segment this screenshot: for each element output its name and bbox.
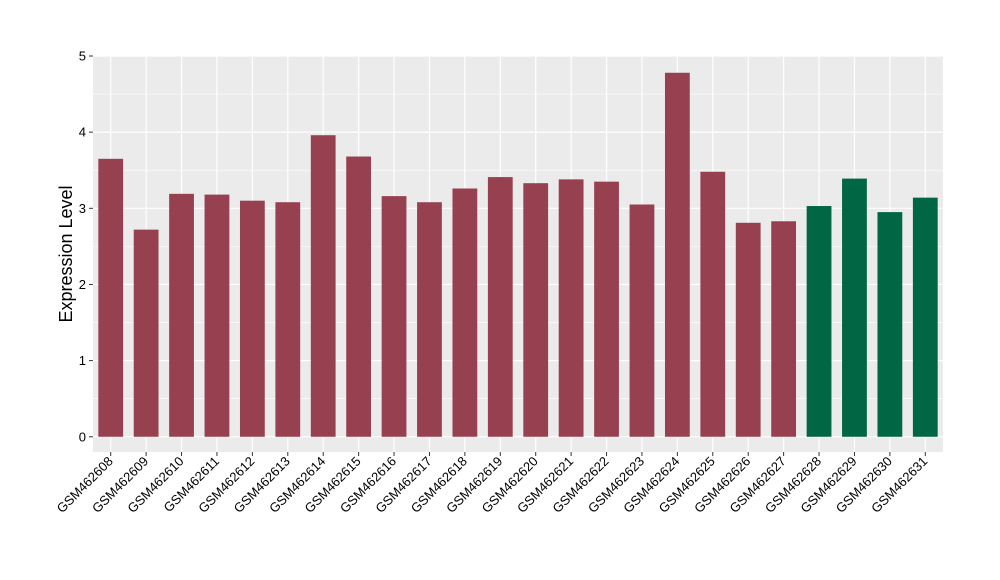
bars: [98, 72, 938, 437]
bar: [771, 221, 797, 437]
y-tick-label: 1: [79, 353, 86, 368]
bar: [842, 178, 867, 437]
bar: [523, 183, 549, 437]
bar: [169, 193, 194, 437]
plot-background: [93, 56, 943, 452]
bar: [346, 156, 372, 437]
x-axis: GSM462608GSM462609GSM462610GSM462611GSM4…: [54, 452, 930, 516]
bar: [735, 222, 761, 437]
bar: [487, 177, 513, 437]
y-axis-title: Expression Level: [56, 185, 76, 322]
bar: [381, 196, 407, 437]
bar: [204, 194, 230, 437]
bar: [877, 212, 903, 437]
bar: [98, 158, 124, 437]
y-axis: 0 1 2 3 4 5: [79, 49, 93, 444]
bar: [275, 202, 301, 437]
bar: [452, 188, 478, 437]
bar: [912, 197, 938, 437]
minor-gridlines: [93, 93, 943, 399]
bar: [664, 72, 690, 437]
bar: [239, 200, 265, 437]
bar: [310, 135, 336, 437]
bar: [558, 179, 584, 437]
bar: [806, 206, 832, 437]
y-tick-label: 4: [79, 125, 86, 140]
bar: [417, 202, 442, 437]
bar: [594, 181, 619, 437]
bar: [133, 229, 159, 437]
y-tick-label: 2: [79, 277, 86, 292]
y-tick-label: 3: [79, 201, 86, 216]
y-tick-label: 5: [79, 49, 86, 64]
bar: [629, 204, 655, 437]
y-tick-label: 0: [79, 429, 86, 444]
bar: [700, 171, 726, 437]
